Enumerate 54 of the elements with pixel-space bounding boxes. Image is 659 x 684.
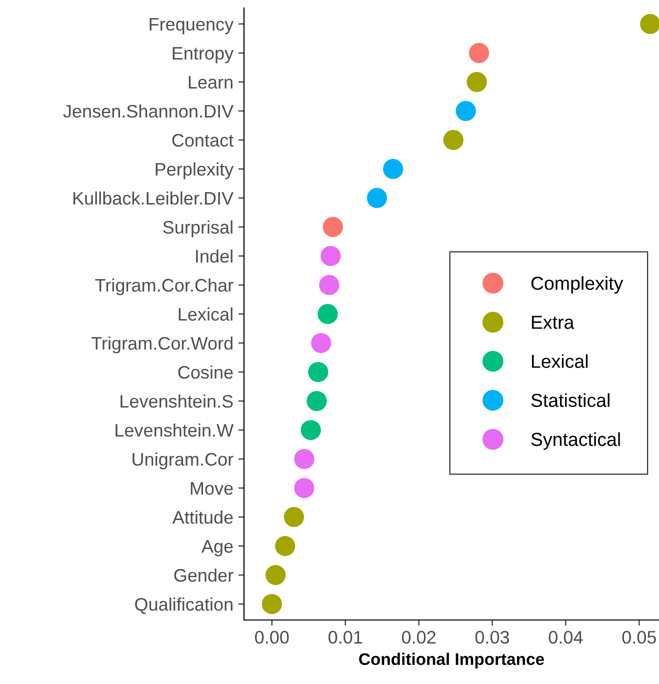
y-tick-label: Indel [196, 249, 232, 263]
x-tick-label: 0.02 [402, 630, 436, 644]
point [294, 478, 314, 498]
point [468, 42, 490, 64]
point [640, 14, 659, 34]
y-tick-label: Jensen.Shannon.DIV [63, 104, 234, 118]
point [300, 420, 321, 440]
point [266, 564, 286, 586]
x-tick-label: 0.01 [328, 630, 362, 644]
legend-label: Complexity [531, 276, 624, 294]
point [308, 362, 328, 382]
y-tick-label: Move [190, 482, 233, 495]
point [366, 188, 388, 208]
y-tick-label: Learn [188, 76, 232, 89]
y-tick-label: Kullback.Leibler.DIV [73, 191, 234, 205]
point [294, 448, 314, 470]
point [275, 536, 296, 556]
y-tick-label: Levenshtein.W [116, 423, 234, 437]
y-tick-label: Perplexity [156, 162, 234, 180]
x-tick-label: 0.00 [255, 630, 289, 644]
point [284, 506, 304, 528]
y-tick-label: Contact [172, 134, 234, 147]
x-tick-label: 0.03 [475, 630, 510, 644]
point [318, 304, 338, 324]
y-tick-label: Lexical [178, 307, 232, 321]
point [443, 130, 464, 150]
y-tick-label: Gender [174, 568, 234, 582]
legend-label: Extra [532, 316, 574, 329]
point [311, 332, 332, 354]
y-tick-label: Levenshtein.S [120, 394, 233, 408]
y-tick-label: Trigram.Cor.Word [92, 336, 232, 354]
y-tick-label: Attitude [172, 510, 233, 524]
legend-label: Syntactical [531, 432, 620, 450]
y-tick-label: Surprisal [163, 220, 232, 238]
y-tick-label: Entropy [172, 47, 234, 64]
y-tick-label: Qualification [135, 598, 232, 614]
point [456, 100, 476, 122]
y-tick-label: Frequency [150, 18, 234, 34]
x-axis-title: Conditional Importance [359, 652, 544, 668]
y-tick-label: Unigram.Cor [132, 452, 234, 470]
legend-label: Statistical [531, 393, 610, 408]
point [322, 216, 343, 238]
legend-label: Lexical [532, 354, 588, 368]
y-tick-label: Trigram.Cor.Char [95, 278, 234, 296]
point [319, 274, 340, 296]
point [466, 72, 487, 92]
y-tick-label: Cosine [178, 365, 233, 379]
y-tick-label: Age [201, 540, 233, 556]
x-tick-label: 0.05 [622, 630, 656, 644]
point [320, 246, 341, 266]
point [306, 390, 327, 412]
x-tick-label: 0.04 [548, 630, 583, 644]
point [262, 594, 282, 614]
point [383, 158, 404, 180]
